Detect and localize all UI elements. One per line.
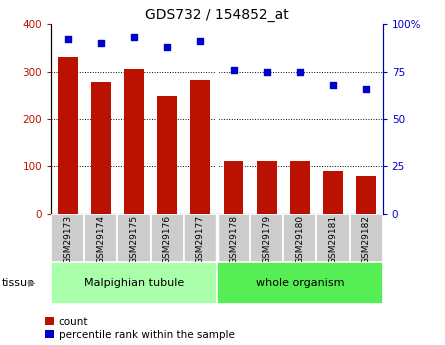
Text: Malpighian tubule: Malpighian tubule — [84, 278, 184, 288]
Text: GSM29179: GSM29179 — [262, 215, 271, 265]
Bar — [283, 214, 316, 262]
Point — [263, 69, 270, 74]
Text: whole organism: whole organism — [255, 278, 344, 288]
Text: GSM29175: GSM29175 — [129, 215, 138, 265]
Text: GSM29182: GSM29182 — [362, 215, 371, 264]
Text: GSM29173: GSM29173 — [63, 215, 72, 265]
Point — [97, 40, 105, 46]
Bar — [91, 82, 111, 214]
Legend: count, percentile rank within the sample: count, percentile rank within the sample — [45, 317, 235, 340]
Point — [130, 35, 138, 40]
Text: GSM29181: GSM29181 — [328, 215, 337, 265]
Bar — [85, 214, 117, 262]
Text: ▶: ▶ — [28, 278, 35, 288]
Point — [64, 37, 71, 42]
Bar — [257, 161, 277, 214]
Text: GSM29180: GSM29180 — [295, 215, 304, 265]
Bar — [51, 262, 217, 304]
Bar — [124, 69, 144, 214]
Bar — [223, 161, 243, 214]
Bar — [184, 214, 217, 262]
Text: GSM29178: GSM29178 — [229, 215, 238, 265]
Text: GSM29176: GSM29176 — [163, 215, 172, 265]
Text: GSM29174: GSM29174 — [97, 215, 105, 264]
Bar — [217, 214, 250, 262]
Bar — [150, 214, 184, 262]
Point — [296, 69, 303, 74]
Bar — [290, 161, 310, 214]
Bar — [250, 214, 283, 262]
Bar — [350, 214, 383, 262]
Bar — [316, 214, 350, 262]
Bar — [51, 214, 84, 262]
Point — [164, 44, 171, 50]
Text: tissue: tissue — [2, 278, 35, 288]
Point — [197, 38, 204, 44]
Title: GDS732 / 154852_at: GDS732 / 154852_at — [145, 8, 289, 22]
Bar — [157, 96, 177, 214]
Point — [363, 86, 370, 91]
Bar — [58, 57, 78, 214]
Bar — [117, 214, 150, 262]
Text: GSM29177: GSM29177 — [196, 215, 205, 265]
Point — [329, 82, 336, 88]
Point — [230, 67, 237, 72]
Bar — [190, 80, 210, 214]
Bar — [356, 176, 376, 214]
Bar — [323, 171, 343, 214]
Bar — [217, 262, 383, 304]
